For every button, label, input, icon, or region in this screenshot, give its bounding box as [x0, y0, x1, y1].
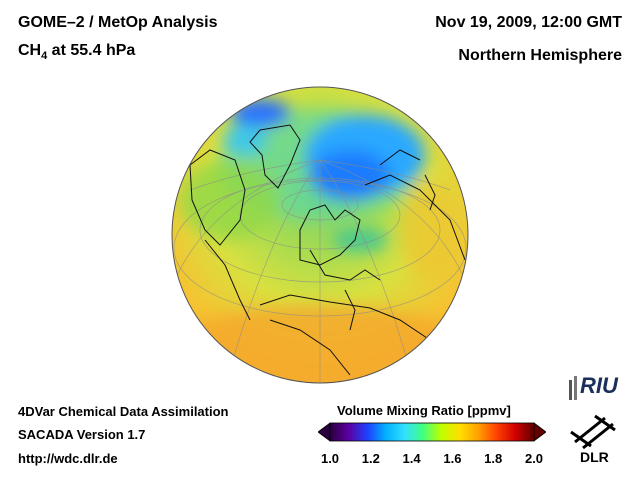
footer-line-2: SACADA Version 1.7: [18, 427, 146, 442]
region-label: Northern Hemisphere: [458, 47, 622, 64]
colorbar-gradient: [329, 422, 535, 442]
colorbar-tick-label: 1.4: [402, 451, 421, 466]
graticule: [173, 159, 467, 383]
colorbar-tick-label: 2.0: [524, 451, 544, 466]
species-label: CH4 at 55.4 hPa: [18, 42, 135, 62]
globe-outline: [171, 86, 469, 384]
colorbar-tick-label: 1.2: [361, 451, 380, 466]
dlr-logo-text: DLR: [580, 449, 609, 465]
globe-map: [171, 86, 469, 384]
colorbar-max-arrow: [533, 422, 546, 442]
colorbar-title: Volume Mixing Ratio [ppmv]: [337, 403, 511, 418]
dlr-logo-icon: [570, 414, 616, 450]
analysis-date: Nov 19, 2009, 12:00 GMT: [435, 14, 622, 31]
footer-url[interactable]: http://wdc.dlr.de: [18, 451, 118, 466]
footer-line-1: 4DVar Chemical Data Assimilation: [18, 404, 229, 419]
colorbar: [318, 422, 546, 442]
coastlines: [189, 124, 466, 376]
riu-logo-icon: [569, 376, 577, 400]
species-main: CH: [18, 42, 42, 59]
species-level: at 55.4 hPa: [47, 42, 136, 59]
species-subscript: 4: [41, 50, 48, 63]
colorbar-min-arrow: [318, 422, 331, 442]
riu-logo-text: RIU: [580, 373, 618, 398]
map-title: GOME–2 / MetOp Analysis: [18, 14, 218, 31]
colorbar-tick-label: 1.6: [443, 451, 462, 466]
colorbar-tick-label: 1.0: [320, 451, 340, 466]
colorbar-tick-label: 1.8: [484, 451, 503, 466]
